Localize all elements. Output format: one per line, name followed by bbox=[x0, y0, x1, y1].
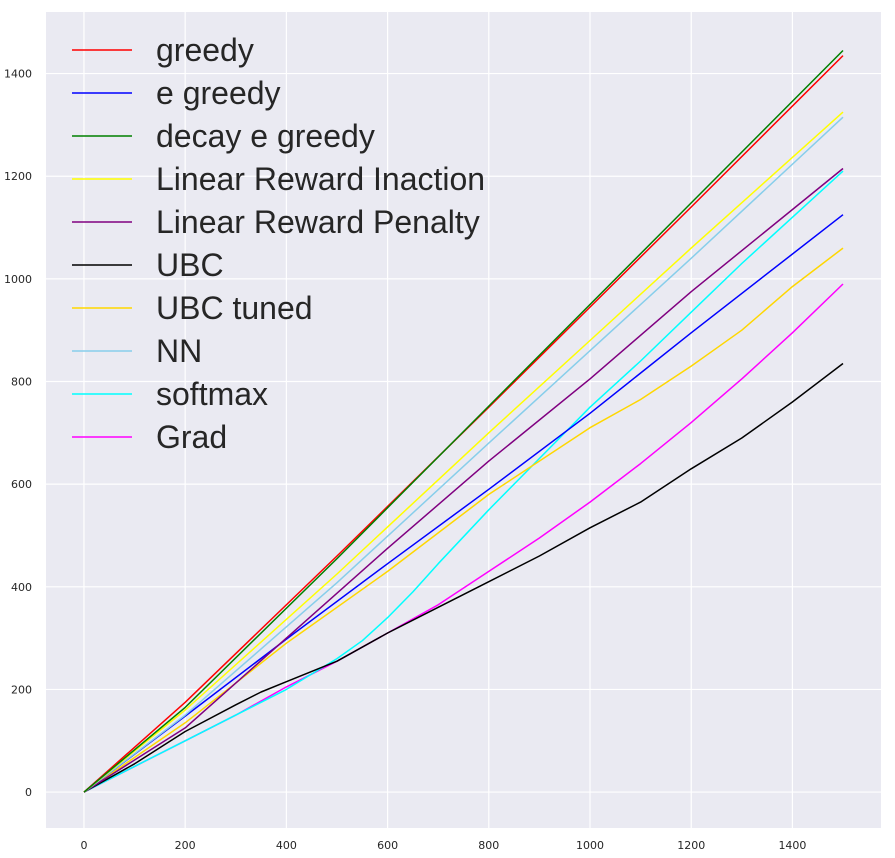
y-tick-label: 0 bbox=[25, 786, 32, 799]
y-tick-label: 600 bbox=[11, 478, 32, 491]
y-tick-label: 1200 bbox=[4, 170, 32, 183]
x-tick-label: 1200 bbox=[677, 839, 705, 852]
y-tick-label: 1000 bbox=[4, 273, 32, 286]
series-line-e-greedy bbox=[83, 214, 844, 793]
series-line-softmax bbox=[83, 170, 844, 793]
legend-label-greedy: greedy bbox=[156, 32, 254, 68]
y-tick-label: 200 bbox=[11, 683, 32, 696]
series-line-ubc bbox=[83, 362, 844, 793]
x-tick-label: 0 bbox=[80, 839, 87, 852]
legend-label-softmax: softmax bbox=[156, 376, 268, 412]
legend-label-linear-reward-inaction: Linear Reward Inaction bbox=[156, 161, 485, 197]
series-lines bbox=[83, 49, 844, 793]
tick-labels: 0 200 400 600 800 1000 1200 1400 0 200 400 600 800 10… bbox=[4, 68, 806, 852]
y-tick-label: 800 bbox=[11, 376, 32, 389]
legend-label-linear-reward-penalty: Linear Reward Penalty bbox=[156, 204, 480, 240]
legend-label-decay-e-greedy: decay e greedy bbox=[156, 118, 375, 154]
legend: greedy e greedy decay e greedy Linear Rewar… bbox=[72, 32, 485, 455]
grid-lines bbox=[46, 12, 881, 828]
y-tick-label: 1400 bbox=[4, 68, 32, 81]
x-tick-label: 200 bbox=[175, 839, 196, 852]
series-line-ubc-tuned bbox=[83, 247, 844, 793]
legend-label-ubc-tuned: UBC tuned bbox=[156, 290, 313, 326]
legend-label-nn: NN bbox=[156, 333, 202, 369]
x-tick-label: 400 bbox=[276, 839, 297, 852]
x-tick-label: 800 bbox=[478, 839, 499, 852]
series-line-nn bbox=[83, 116, 844, 793]
y-tick-label: 400 bbox=[11, 581, 32, 594]
x-tick-label: 1400 bbox=[778, 839, 806, 852]
legend-label-grad: Grad bbox=[156, 419, 227, 455]
x-tick-label: 600 bbox=[377, 839, 398, 852]
x-tick-label: 1000 bbox=[576, 839, 604, 852]
series-line-greedy bbox=[83, 55, 844, 793]
legend-label-e-greedy: e greedy bbox=[156, 75, 281, 111]
series-line-linear-reward-penalty bbox=[83, 167, 844, 793]
legend-label-ubc: UBC bbox=[156, 247, 224, 283]
series-line-decay-e-greedy bbox=[83, 49, 844, 793]
series-line-linear-reward-inaction bbox=[83, 111, 844, 793]
